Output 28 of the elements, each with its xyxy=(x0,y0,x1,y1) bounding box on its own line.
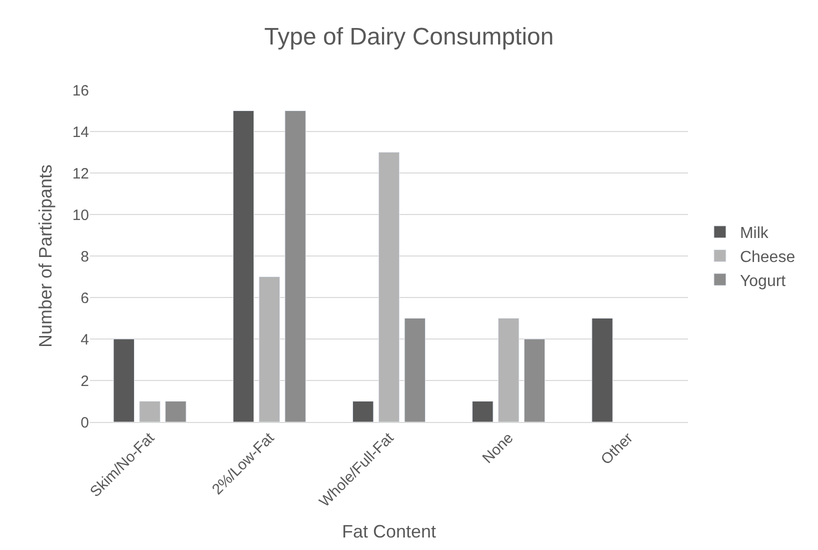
y-axis-title: Number of Participants xyxy=(36,164,56,348)
bar xyxy=(113,338,134,422)
bar xyxy=(404,318,426,422)
y-tick-label: 2 xyxy=(80,372,89,390)
bar xyxy=(284,110,306,422)
bar xyxy=(352,401,374,422)
bar xyxy=(524,338,546,422)
chart-title: Type of Dairy Consumption xyxy=(264,23,554,50)
bar xyxy=(139,401,160,422)
y-tick-label: 4 xyxy=(80,331,89,348)
legend-label: Yogurt xyxy=(740,272,786,290)
bar xyxy=(498,318,520,422)
bar xyxy=(232,110,254,422)
x-axis-title: Fat Content xyxy=(342,522,436,542)
bar xyxy=(378,152,400,422)
bar xyxy=(472,401,494,422)
y-tick-label: 16 xyxy=(72,82,89,100)
legend-label: Milk xyxy=(740,225,770,242)
y-tick-label: 0 xyxy=(80,414,89,432)
bar xyxy=(592,318,613,422)
bar xyxy=(165,401,186,422)
y-tick-label: 6 xyxy=(80,290,89,307)
bar xyxy=(258,276,280,422)
y-tick-label: 12 xyxy=(72,165,89,182)
y-tick-label: 8 xyxy=(80,248,89,266)
y-tick-label: 14 xyxy=(72,124,89,141)
legend-label: Cheese xyxy=(740,248,796,266)
y-tick-label: 10 xyxy=(72,206,89,224)
